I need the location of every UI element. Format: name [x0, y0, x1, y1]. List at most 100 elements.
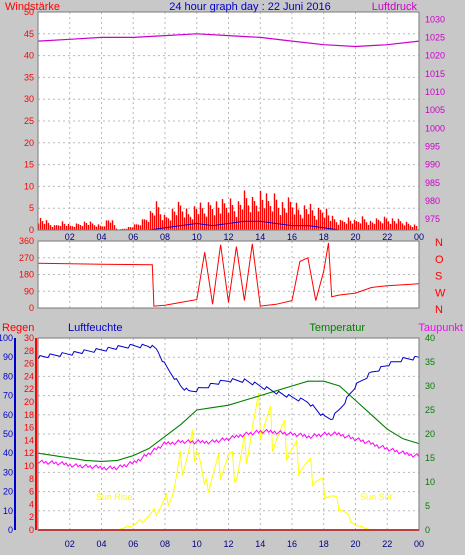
hour-labels: 02 02 04 04 06 06 08 08 10 10 12 12 14 14 16 16 18 18 20 20… [65, 232, 424, 549]
hour-tick-label: 20 [350, 232, 360, 242]
hour-tick-label: 00 [414, 232, 424, 242]
pressure-tick-label: 1030 [425, 14, 445, 24]
rain-tick-label: 4 [29, 499, 34, 509]
hour-tick-label: 16 [287, 232, 297, 242]
humidity-tick-label: 30 [3, 467, 13, 477]
pressure-tick-label: 995 [425, 141, 440, 151]
series-line-luftdruck [37, 33, 420, 48]
wind-tick-label: 20 [24, 138, 34, 148]
sun-event-label: Sun Set [360, 492, 393, 502]
hour-tick-label: 08 [160, 539, 170, 549]
rain-tick-label: 14 [24, 435, 34, 445]
direction-tick-label: 180 [19, 270, 34, 280]
hour-tick-label: 12 [223, 232, 233, 242]
series-line-taupunkt [37, 428, 420, 471]
rain-axis-title: Regen [2, 322, 34, 334]
pressure-tick-label: 1020 [425, 51, 445, 61]
pressure-tick-label: 985 [425, 178, 440, 188]
series-line-wind-average [38, 220, 419, 231]
hour-tick-label: 18 [319, 539, 329, 549]
rain-tick-label: 8 [29, 474, 34, 484]
series-line-temperatur [37, 380, 420, 462]
temperature-tick-label: 0 [425, 525, 430, 535]
rain-tick-label: 0 [29, 525, 34, 535]
direction-tick-label: 270 [19, 253, 34, 263]
temperature-tick-label: 25 [425, 405, 435, 415]
pressure-tick-label: 975 [425, 214, 440, 224]
hour-tick-label: 02 [65, 232, 75, 242]
wind-tick-label: 35 [24, 72, 34, 82]
rain-tick-label: 6 [29, 487, 34, 497]
climate-panel: Sun Rise Sun Set 010203040506070809010002… [0, 333, 435, 535]
direction-tick-label: 360 [19, 236, 34, 246]
rain-tick-label: 30 [24, 333, 34, 343]
chart-title: 24 hour graph day : 22 Juni 2016 [169, 1, 330, 13]
humidity-tick-label: 100 [0, 333, 13, 343]
direction-tick-label: 0 [29, 303, 34, 313]
humidity-tick-label: 50 [3, 429, 13, 439]
wind-tick-label: 30 [24, 94, 34, 104]
wind-tick-label: 15 [24, 160, 34, 170]
wind-tick-label: 50 [24, 7, 34, 17]
hour-tick-label: 22 [382, 539, 392, 549]
temperature-tick-label: 10 [425, 477, 435, 487]
hour-tick-label: 14 [255, 539, 265, 549]
temperature-axis-title: Temperatur [309, 322, 365, 334]
rain-tick-label: 26 [24, 359, 34, 369]
humidity-tick-label: 0 [8, 525, 13, 535]
wind-tick-label: 25 [24, 116, 34, 126]
temperature-tick-label: 40 [425, 333, 435, 343]
wind-tick-label: 45 [24, 29, 34, 39]
pressure-tick-label: 1010 [425, 87, 445, 97]
hour-tick-label: 16 [287, 539, 297, 549]
dewpoint-title: Taupunkt [418, 322, 463, 334]
hour-tick-label: 14 [255, 232, 265, 242]
hour-tick-label: 04 [96, 539, 106, 549]
humidity-tick-label: 20 [3, 487, 13, 497]
rain-tick-label: 10 [24, 461, 34, 471]
wind-axis-title: Windstärke [5, 1, 60, 13]
hour-tick-label: 20 [350, 539, 360, 549]
humidity-tick-label: 80 [3, 371, 13, 381]
hour-tick-label: 00 [414, 539, 424, 549]
sun-event-label: Sun Rise [96, 492, 133, 502]
pressure-tick-label: 1025 [425, 32, 445, 42]
humidity-tick-label: 70 [3, 391, 13, 401]
compass-label: N [435, 304, 443, 316]
pressure-tick-label: 1015 [425, 69, 445, 79]
wind-tick-label: 10 [24, 181, 34, 191]
rain-tick-label: 18 [24, 410, 34, 420]
humidity-tick-label: 90 [3, 352, 13, 362]
rain-tick-label: 12 [24, 448, 34, 458]
hour-tick-label: 10 [192, 232, 202, 242]
hour-tick-label: 06 [128, 232, 138, 242]
hour-tick-label: 18 [319, 232, 329, 242]
compass-label: S [435, 271, 442, 283]
rain-tick-label: 28 [24, 346, 34, 356]
wind-tick-label: 0 [29, 225, 34, 235]
humidity-tick-label: 40 [3, 448, 13, 458]
humidity-tick-label: 10 [3, 506, 13, 516]
hour-tick-label: 12 [223, 539, 233, 549]
temperature-tick-label: 20 [425, 429, 435, 439]
temperature-tick-label: 5 [425, 501, 430, 511]
hour-tick-label: 04 [96, 232, 106, 242]
wind-tick-label: 40 [24, 51, 34, 61]
temperature-tick-label: 15 [425, 453, 435, 463]
rain-tick-label: 20 [24, 397, 34, 407]
series-line-wind-direction [37, 242, 420, 307]
pressure-tick-label: 990 [425, 160, 440, 170]
temperature-tick-label: 35 [425, 357, 435, 367]
hour-tick-label: 10 [192, 539, 202, 549]
compass-label: N [435, 237, 443, 249]
rain-tick-label: 2 [29, 512, 34, 522]
hour-tick-label: 08 [160, 232, 170, 242]
hour-tick-label: 22 [382, 232, 392, 242]
wind-pressure-panel: 0510152025303540455097598098599099510001… [24, 7, 445, 235]
series-line-luftfeuchte [37, 343, 420, 421]
compass-label: W [435, 287, 446, 299]
direction-tick-label: 90 [24, 286, 34, 296]
pressure-tick-label: 980 [425, 196, 440, 206]
humidity-axis-title: Luftfeuchte [68, 322, 122, 334]
